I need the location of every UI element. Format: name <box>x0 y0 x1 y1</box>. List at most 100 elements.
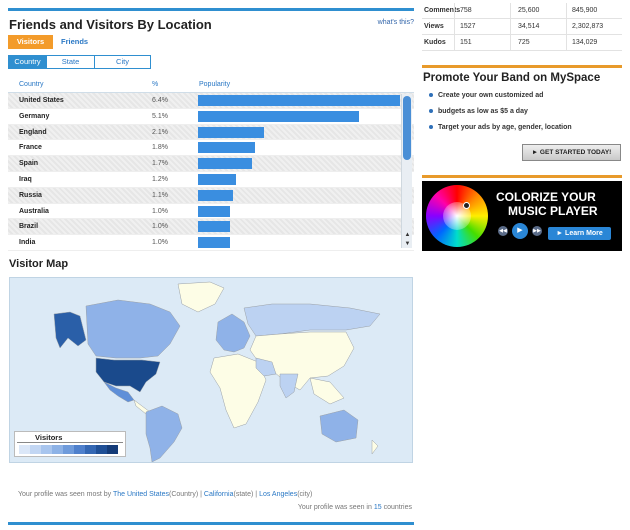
table-row[interactable]: United States 6.4% <box>8 93 414 109</box>
table-row[interactable]: Iraq 1.2% <box>8 172 414 188</box>
stats-value: 725 <box>518 39 530 46</box>
middle-east-shape <box>255 357 277 377</box>
stats-value: 134,029 <box>572 39 598 46</box>
india-shape <box>279 373 299 399</box>
new-zealand-shape <box>371 439 379 455</box>
stats-value: 2,302,873 <box>572 23 604 30</box>
state-link[interactable]: California <box>203 491 234 498</box>
table-row[interactable]: Germany 5.1% <box>8 109 414 125</box>
popularity-bar <box>198 158 252 170</box>
popularity-bar <box>198 110 359 122</box>
popularity-bar <box>198 95 400 106</box>
table-header: Country % Popularity <box>8 79 414 93</box>
tab-country[interactable]: Country <box>9 56 46 68</box>
map-legend: Visitors <box>14 431 126 457</box>
seen-most-caption: Your profile was seen most by The United… <box>18 491 312 498</box>
promo-bullet: Target your ads by age, gender, location <box>429 123 572 139</box>
help-link[interactable]: what's this? <box>377 19 414 26</box>
stats-value: 758 <box>460 7 472 14</box>
table-row[interactable]: Russia 1.1% <box>8 187 414 204</box>
table-body: United States 6.4% Germany 5.1% England 2.1% F… <box>8 93 414 251</box>
country-count-link[interactable]: 15 <box>373 504 382 511</box>
row-percent: 1.1% <box>152 191 168 199</box>
table-row[interactable]: Australia 1.0% <box>8 204 414 220</box>
popularity-bar <box>198 142 255 154</box>
column-divider <box>454 19 455 34</box>
table-row[interactable]: Spain 1.7% <box>8 156 414 172</box>
row-country: Spain <box>19 160 39 168</box>
scroll-up-icon[interactable]: ▲ <box>404 232 411 238</box>
column-divider <box>510 19 511 34</box>
legend-swatch <box>63 445 74 454</box>
popularity-bar <box>198 221 230 233</box>
colorize-ad-banner[interactable]: COLORIZE YOUR MUSIC PLAYER ◀◀ ▶ ▶▶ ► Lea… <box>422 181 622 251</box>
row-percent: 5.1% <box>152 112 168 120</box>
row-percent: 1.7% <box>152 160 168 168</box>
stats-label: Views <box>424 23 444 30</box>
table-scrollbar[interactable]: ▲ ▼ <box>401 94 412 248</box>
ad-headline-1: COLORIZE YOUR <box>496 190 596 204</box>
stats-value: 1527 <box>460 23 476 30</box>
row-country: Iraq <box>19 175 32 183</box>
stats-row: Views 1527 34,514 2,302,873 <box>422 19 622 35</box>
popularity-bar <box>198 237 230 249</box>
popularity-bar <box>198 126 264 138</box>
country-suffix: (Country) <box>168 491 199 498</box>
stats-row: Kudos 151 725 134,029 <box>422 35 622 51</box>
row-country: France <box>19 144 42 152</box>
separator: | <box>255 491 258 498</box>
map-title: Visitor Map <box>9 258 69 270</box>
scroll-down-icon[interactable]: ▼ <box>404 241 411 247</box>
row-country: Brazil <box>19 223 39 231</box>
country-link[interactable]: The United States <box>112 491 169 498</box>
col-popularity: Popularity <box>199 81 231 88</box>
row-country: Germany <box>19 112 50 120</box>
tab-state[interactable]: State <box>46 56 94 68</box>
table-row[interactable]: India 1.0% <box>8 235 414 251</box>
stats-value: 34,514 <box>518 23 540 30</box>
learn-more-button[interactable]: ► Learn More <box>548 227 611 240</box>
row-percent: 1.0% <box>152 207 168 215</box>
row-country: United States <box>19 97 64 104</box>
forward-icon: ▶▶ <box>532 226 542 236</box>
seen-most-prefix: Your profile was seen most by <box>18 491 112 498</box>
world-map-graphic <box>53 281 381 462</box>
separator: | <box>200 491 202 498</box>
seen-in-prefix: Your profile was seen in <box>297 504 372 511</box>
stats-label: Kudos <box>424 39 446 46</box>
ad-divider <box>422 175 622 178</box>
scrollbar-thumb[interactable] <box>403 96 411 160</box>
row-percent: 1.0% <box>152 223 168 231</box>
tab-visitors[interactable]: Visitors <box>8 35 53 49</box>
seen-in-suffix: countries <box>383 504 412 511</box>
promo-bullet: Create your own customized ad <box>429 91 572 107</box>
row-country: India <box>19 239 36 247</box>
table-row[interactable]: Brazil 1.0% <box>8 219 414 236</box>
promo-bullet: budgets as low as $5 a day <box>429 107 572 123</box>
column-divider <box>454 3 455 18</box>
europe-shape <box>215 313 251 353</box>
usa-shape <box>95 357 161 393</box>
state-suffix: (state) <box>233 491 254 498</box>
legend-swatch <box>107 445 118 454</box>
russia-shape <box>243 303 381 337</box>
city-link[interactable]: Los Angeles <box>259 491 298 498</box>
greenland-shape <box>177 281 225 313</box>
visitor-map[interactable]: Visitors <box>9 277 413 463</box>
legend-swatch <box>96 445 107 454</box>
panel-title: Friends and Visitors By Location <box>9 17 212 32</box>
popularity-bar <box>198 173 236 185</box>
top-divider <box>8 8 414 11</box>
table-row[interactable]: England 2.1% <box>8 124 414 141</box>
promo-divider <box>422 65 622 68</box>
ad-headline-2: MUSIC PLAYER <box>508 204 598 218</box>
color-wheel-knob <box>463 202 470 209</box>
col-percent: % <box>152 81 159 88</box>
legend-swatch <box>52 445 63 454</box>
tab-friends[interactable]: Friends <box>61 37 89 46</box>
stats-value: 845,900 <box>572 7 598 14</box>
tab-city[interactable]: City <box>94 56 150 68</box>
legend-swatch <box>85 445 96 454</box>
get-started-button[interactable]: ► GET STARTED TODAY! <box>522 144 621 161</box>
table-row[interactable]: France 1.8% <box>8 140 414 157</box>
